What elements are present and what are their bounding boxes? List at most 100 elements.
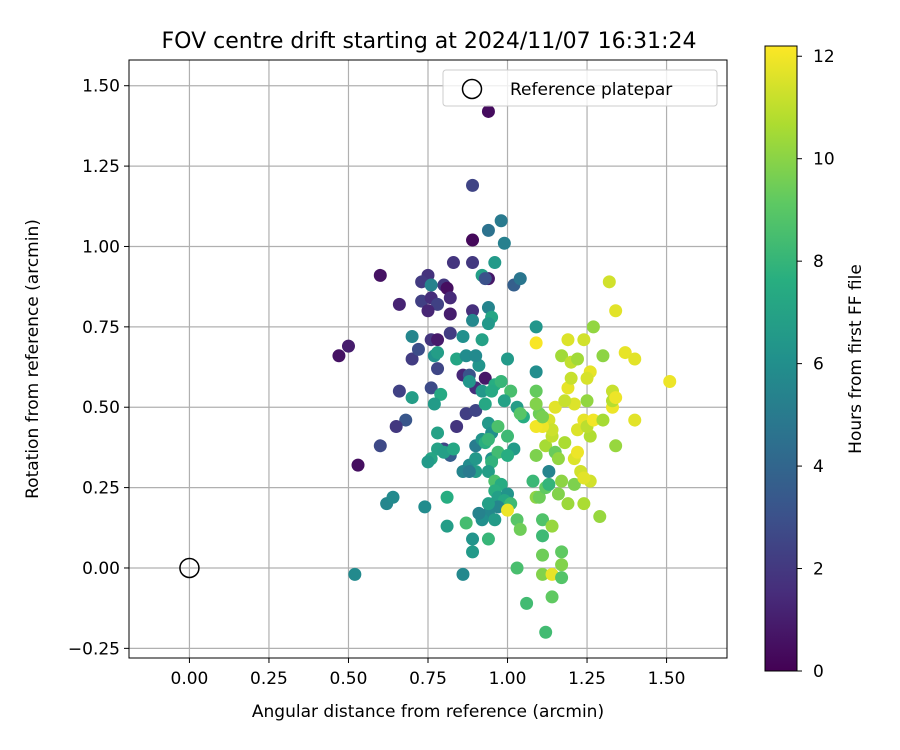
x-axis-label: Angular distance from reference (arcmin): [252, 702, 604, 722]
y-tick-label: 0.25: [82, 479, 120, 499]
data-point: [481, 317, 495, 331]
y-tick-label: 0.50: [82, 398, 120, 418]
data-point: [466, 256, 480, 270]
data-point: [341, 339, 355, 353]
data-point: [405, 352, 419, 366]
data-point: [389, 420, 403, 434]
colorbar-tick-label: 6: [813, 355, 824, 375]
data-point: [571, 445, 584, 459]
data-point: [567, 477, 581, 491]
data-point: [466, 313, 480, 327]
data-point: [431, 346, 445, 360]
grid-lines: [129, 60, 727, 658]
data-point: [332, 349, 346, 363]
x-axis-ticks: 0.00 0.25 0.50 0.75 1.00 1.25 1.50: [171, 658, 685, 689]
data-point: [418, 500, 432, 514]
data-point: [536, 567, 550, 581]
data-point: [456, 567, 470, 581]
data-point: [481, 104, 495, 118]
data-point: [443, 291, 457, 305]
data-point: [609, 439, 623, 453]
data-point: [475, 333, 489, 347]
colorbar-tick-label: 8: [813, 252, 824, 272]
x-tick-label: 0.25: [250, 669, 288, 689]
data-point: [399, 413, 413, 427]
data-point: [593, 510, 607, 524]
data-point: [555, 571, 569, 585]
y-axis-label: Rotation from reference (arcmin): [23, 219, 43, 499]
data-point: [542, 477, 556, 491]
data-point: [494, 214, 508, 228]
data-point: [555, 545, 569, 559]
data-point: [663, 375, 677, 389]
data-point: [466, 545, 480, 559]
data-point: [571, 352, 584, 366]
data-point: [513, 522, 527, 536]
data-point: [561, 497, 575, 511]
chart-title: FOV centre drift starting at 2024/11/07 …: [162, 29, 697, 54]
data-point: [462, 465, 476, 479]
data-point: [431, 297, 445, 311]
legend: Reference platepar: [442, 69, 718, 107]
x-tick-label: 0.75: [409, 669, 447, 689]
data-point: [427, 397, 441, 411]
data-point: [580, 394, 594, 408]
x-tick-label: 0.50: [330, 669, 368, 689]
data-point: [529, 320, 543, 334]
data-point: [481, 432, 495, 446]
data-point: [529, 420, 543, 434]
data-point: [424, 278, 438, 292]
data-point: [545, 519, 559, 533]
data-point: [421, 304, 435, 318]
data-point: [529, 448, 543, 462]
data-point: [536, 410, 550, 424]
data-point: [551, 452, 565, 466]
data-point: [558, 394, 572, 408]
data-point: [478, 371, 492, 385]
data-point: [481, 532, 495, 546]
x-tick-label: 0.00: [171, 669, 209, 689]
data-point: [446, 256, 460, 270]
data-point: [536, 513, 550, 527]
data-points: [332, 104, 677, 639]
data-point: [555, 474, 569, 488]
data-point: [485, 384, 499, 398]
data-point: [551, 487, 565, 501]
colorbar-tick-label: 12: [813, 47, 835, 67]
data-point: [481, 223, 495, 237]
colorbar-tick-label: 2: [813, 560, 824, 580]
y-tick-label: 0.00: [82, 559, 120, 579]
data-point: [456, 329, 470, 343]
data-point: [529, 384, 543, 398]
x-tick-label: 1.00: [489, 669, 527, 689]
colorbar-tick-label: 0: [813, 662, 824, 682]
colorbar-tick-label: 10: [813, 150, 835, 170]
data-point: [431, 362, 445, 376]
data-point: [539, 439, 553, 453]
data-point: [466, 304, 480, 318]
data-point: [421, 455, 435, 469]
data-point: [392, 297, 406, 311]
data-point: [580, 371, 594, 385]
data-point: [501, 352, 515, 366]
data-point: [440, 490, 454, 504]
data-point: [431, 333, 445, 347]
data-point: [488, 513, 502, 527]
data-point: [628, 413, 642, 427]
data-point: [501, 503, 515, 517]
data-point: [491, 420, 505, 434]
data-point: [536, 529, 550, 543]
data-point: [450, 420, 464, 434]
data-point: [351, 458, 365, 472]
y-tick-label: −0.25: [68, 639, 120, 659]
data-point: [469, 452, 483, 466]
data-point: [558, 436, 572, 450]
data-point: [513, 272, 527, 286]
y-tick-label: 1.25: [82, 157, 120, 177]
data-point: [462, 375, 476, 389]
data-point: [478, 272, 492, 286]
data-point: [520, 596, 534, 610]
data-point: [431, 426, 445, 440]
data-point: [501, 429, 515, 443]
